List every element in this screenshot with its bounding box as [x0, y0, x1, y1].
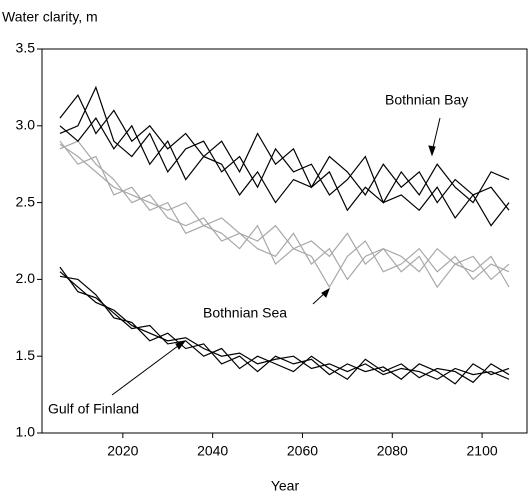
x-tick-label: 2060 — [287, 443, 318, 459]
series-line — [59, 140, 510, 289]
series-line — [59, 93, 510, 211]
y-tick-label: 1.0 — [16, 424, 36, 440]
series-line — [59, 143, 510, 281]
x-tick-label: 2040 — [197, 443, 228, 459]
x-tick-label: 2100 — [467, 443, 498, 459]
annotation: Gulf of Finland — [48, 401, 139, 417]
arrow-head — [321, 287, 330, 298]
chart-title: Water clarity, m — [2, 9, 98, 25]
y-tick-label: 2.5 — [16, 193, 36, 209]
arrow-head — [428, 145, 436, 157]
x-tick-label: 2080 — [377, 443, 408, 459]
arrow — [111, 342, 183, 396]
annotation-arrows — [111, 117, 441, 396]
y-tick-label: 2.0 — [16, 270, 36, 286]
x-axis-label: Year — [271, 478, 300, 494]
annotation: Bothnian Sea — [203, 305, 287, 321]
y-tick-label: 3.5 — [16, 40, 36, 56]
y-tick-label: 3.0 — [16, 117, 36, 133]
series-line — [59, 85, 510, 204]
series-line — [59, 117, 510, 227]
series-line — [59, 271, 510, 380]
series-line — [59, 140, 510, 289]
y-tick-label: 1.5 — [16, 347, 36, 363]
series-line — [59, 266, 510, 384]
x-tick-label: 2020 — [107, 443, 138, 459]
annotation: Bothnian Bay — [385, 92, 468, 108]
plot-frame — [41, 48, 528, 434]
